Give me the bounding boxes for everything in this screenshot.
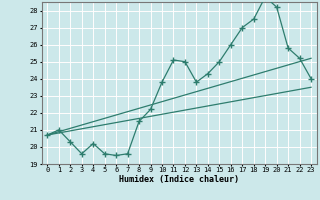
X-axis label: Humidex (Indice chaleur): Humidex (Indice chaleur) (119, 175, 239, 184)
